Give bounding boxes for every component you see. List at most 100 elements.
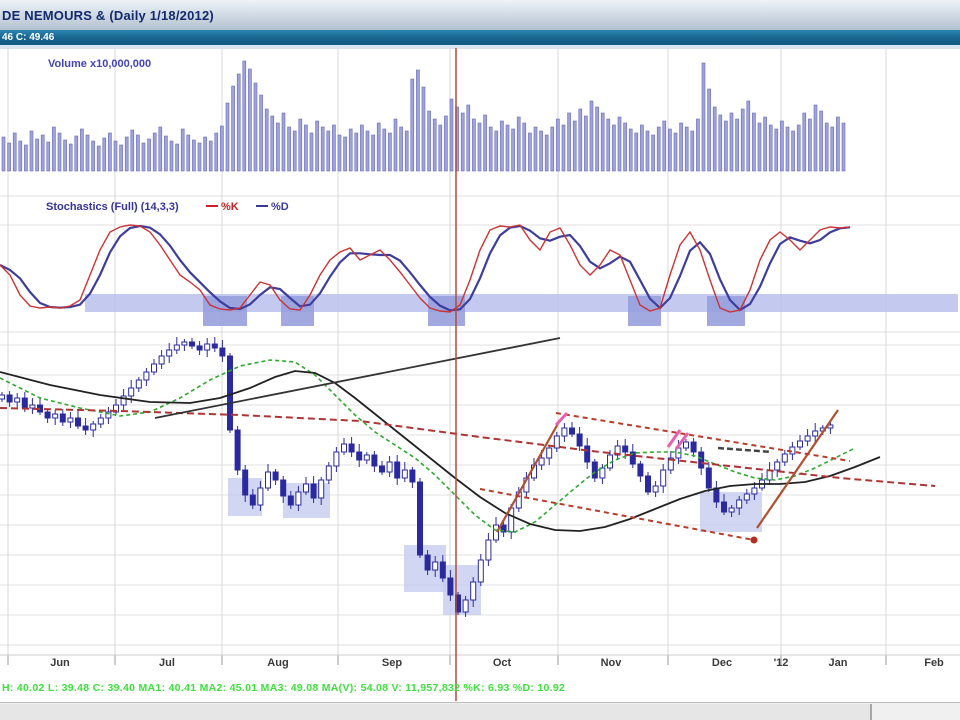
candle-body bbox=[493, 524, 499, 541]
volume-bar bbox=[780, 120, 784, 172]
volume-bar bbox=[640, 124, 644, 172]
volume-bar bbox=[550, 126, 555, 172]
volume-bar bbox=[124, 136, 129, 172]
MA-200-red-dashed bbox=[0, 407, 936, 487]
pink-annotation-mark bbox=[554, 411, 569, 427]
pink-annotation-mark bbox=[674, 432, 690, 450]
candle-body bbox=[280, 479, 287, 497]
candle-body bbox=[417, 481, 423, 556]
volume-bar bbox=[791, 130, 795, 172]
candle-body bbox=[105, 411, 112, 419]
chart-area[interactable]: Jun Jul Aug Sep Oct Nov Dec '12 Jan Feb Volume x1… bbox=[0, 45, 960, 702]
candle-body bbox=[743, 493, 750, 501]
volume-bar bbox=[662, 120, 667, 172]
volume-bar bbox=[416, 69, 420, 172]
volume-bar bbox=[729, 112, 734, 172]
volume-bar bbox=[242, 60, 247, 172]
volume-bar bbox=[701, 62, 706, 172]
volume-bar bbox=[393, 118, 398, 172]
candle-body bbox=[386, 461, 393, 473]
volume-bar bbox=[63, 139, 67, 172]
candle-body bbox=[356, 451, 363, 461]
volume-bar bbox=[208, 140, 213, 172]
volume-bar bbox=[147, 138, 151, 172]
candle-body bbox=[546, 447, 553, 459]
volume-bar bbox=[634, 132, 639, 172]
volume-bar bbox=[399, 126, 403, 172]
volume-bar bbox=[808, 118, 812, 172]
candle-body bbox=[797, 440, 803, 448]
volume-bar bbox=[152, 132, 157, 172]
volume-bar bbox=[472, 118, 476, 172]
candle-body bbox=[211, 343, 218, 349]
volume-bar bbox=[449, 98, 454, 172]
candle-body bbox=[379, 465, 385, 473]
volume-bar bbox=[774, 128, 779, 172]
candle-body bbox=[348, 443, 355, 453]
volume-bar bbox=[645, 130, 650, 172]
volume-bar bbox=[836, 116, 840, 172]
volume-bar bbox=[668, 128, 672, 172]
volume-bar bbox=[169, 140, 174, 172]
volume-bar bbox=[214, 132, 219, 172]
month-label: Jan bbox=[829, 657, 848, 669]
volume-bar bbox=[673, 132, 678, 172]
candle-body bbox=[265, 471, 271, 489]
volume-bar bbox=[539, 130, 543, 172]
candle-body bbox=[0, 394, 5, 400]
candle-body bbox=[569, 427, 575, 435]
volume-bar bbox=[91, 140, 95, 172]
candle-body bbox=[219, 347, 226, 357]
candle-body bbox=[477, 559, 484, 583]
MA-20-green-dashed bbox=[0, 359, 856, 533]
candle-body bbox=[781, 453, 788, 463]
percent-k-legend: %K bbox=[206, 201, 239, 213]
pane-top-strip bbox=[0, 45, 960, 49]
candle-body bbox=[713, 487, 720, 503]
volume-bar bbox=[712, 106, 717, 172]
volume-bar bbox=[35, 138, 39, 172]
stoch-oversold-box bbox=[203, 296, 247, 326]
candle-body bbox=[667, 457, 674, 471]
volume-bar bbox=[24, 144, 28, 172]
volume-bar bbox=[46, 141, 51, 172]
candle-body bbox=[683, 441, 689, 449]
volume-bar bbox=[528, 132, 532, 172]
volume-bar bbox=[796, 124, 801, 172]
volume-bar bbox=[192, 139, 196, 172]
volume-bar bbox=[264, 108, 269, 172]
candle-body bbox=[82, 425, 89, 431]
window-title: DE NEMOURS & (Daily 1/18/2012) bbox=[2, 8, 214, 23]
volume-bar bbox=[287, 126, 291, 172]
scrollbar-thumb[interactable] bbox=[0, 704, 872, 720]
volume-bar bbox=[561, 124, 566, 172]
month-label: Sep bbox=[382, 657, 402, 669]
candle-body bbox=[67, 417, 74, 423]
volume-bar bbox=[119, 144, 123, 172]
candle-body bbox=[614, 445, 621, 456]
candle-body bbox=[6, 394, 13, 403]
volume-bar bbox=[113, 140, 118, 172]
volume-bar bbox=[707, 88, 711, 172]
candle-body bbox=[318, 479, 325, 499]
chart-canvas[interactable]: Jun Jul Aug Sep Oct Nov Dec '12 Jan Feb bbox=[0, 45, 960, 702]
volume-bar bbox=[516, 116, 521, 172]
candle-body bbox=[75, 417, 81, 427]
volume-bar bbox=[600, 112, 605, 172]
horizontal-scrollbar[interactable] bbox=[0, 702, 960, 720]
volume-bar bbox=[623, 122, 627, 172]
lower-channel-red-dashed bbox=[479, 488, 755, 541]
candle-body bbox=[439, 561, 446, 579]
candle-body bbox=[242, 469, 249, 496]
candle-body bbox=[812, 430, 819, 437]
candle-body bbox=[401, 469, 408, 479]
volume-bar bbox=[813, 104, 818, 172]
candle-body bbox=[637, 463, 644, 477]
candle-body bbox=[135, 379, 142, 389]
candle-body bbox=[227, 355, 233, 431]
volume-bar bbox=[718, 114, 723, 172]
candle-body bbox=[234, 429, 241, 471]
volume-bar bbox=[57, 132, 62, 172]
volume-bar bbox=[354, 132, 359, 172]
